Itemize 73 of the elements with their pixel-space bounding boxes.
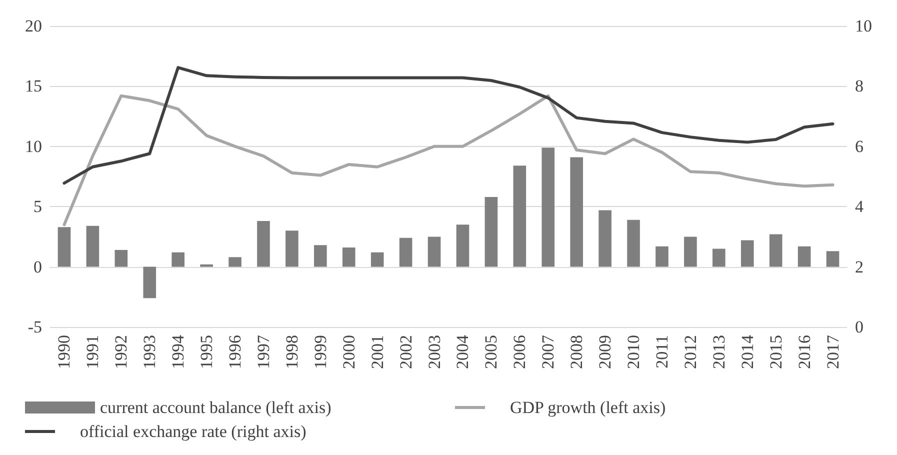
bar	[542, 148, 555, 267]
x-tick-label: 2007	[538, 334, 558, 369]
bar	[58, 227, 71, 267]
bar	[114, 250, 128, 267]
line-series	[62, 66, 834, 185]
bar	[456, 224, 470, 267]
x-tick-label: 2003	[424, 335, 444, 369]
x-tick-label: 1994	[168, 334, 188, 369]
bar	[826, 251, 840, 267]
x-tick-label: 1995	[197, 335, 216, 369]
x-tick-label: 2012	[680, 335, 700, 369]
x-tick-label: 1993	[140, 335, 160, 369]
x-tick-label: 1996	[226, 335, 245, 369]
bar	[769, 234, 782, 267]
legend-label: official exchange rate (right axis)	[80, 422, 306, 441]
bar	[712, 248, 726, 267]
x-tick-label: 2017	[823, 334, 842, 369]
bar	[286, 230, 298, 267]
x-tick-label: 2011	[652, 335, 672, 368]
x-tick-label: 2006	[510, 335, 530, 369]
y2-tick-label: 4	[855, 197, 864, 216]
bar	[314, 245, 327, 267]
bar	[143, 266, 156, 298]
y2-tick-label: 2	[855, 257, 864, 276]
bar	[798, 246, 811, 267]
x-tick-label: 2009	[596, 335, 615, 369]
x-tick-label: 1990	[54, 335, 74, 369]
bar	[484, 196, 498, 267]
bar	[342, 248, 356, 267]
bar	[257, 221, 270, 267]
x-tick-label: 2005	[482, 335, 501, 369]
line-series	[62, 94, 834, 226]
bar	[172, 252, 184, 267]
x-tick-label: 2000	[339, 335, 358, 369]
bar	[570, 157, 583, 267]
x-tick-label: 2010	[624, 335, 644, 369]
bar	[684, 236, 697, 267]
x-tick-label: 2014	[738, 334, 757, 369]
bar	[370, 252, 384, 267]
x-tick-label: 2001	[368, 335, 387, 369]
bar	[200, 264, 213, 267]
x-tick-label: 2008	[567, 335, 586, 369]
x-tick-label: 2016	[794, 335, 814, 369]
y-tick-label: 5	[34, 197, 42, 216]
y2-tick-label: 0	[855, 318, 864, 336]
bar	[399, 238, 412, 267]
y-tick-label: 20	[25, 16, 42, 36]
x-tick-label: 1998	[282, 335, 302, 369]
x-tick-label: 1997	[254, 334, 273, 369]
x-tick-label: 2004	[453, 334, 472, 369]
x-tick-label: 1999	[310, 335, 330, 369]
x-tick-label: 1992	[112, 335, 131, 369]
bar	[428, 236, 441, 267]
y-tick-label: -5	[28, 318, 42, 336]
bar	[627, 220, 640, 267]
bar	[598, 210, 612, 267]
y2-tick-label: 10	[855, 16, 872, 36]
x-tick-label: 1991	[83, 335, 102, 369]
bar	[513, 166, 526, 267]
bar	[228, 257, 242, 267]
bar	[740, 240, 754, 267]
y2-tick-label: 6	[855, 136, 864, 156]
x-tick-label: 2002	[396, 335, 416, 369]
x-tick-label: 2015	[766, 335, 786, 369]
y2-tick-label: 8	[855, 76, 864, 96]
bar	[86, 226, 100, 267]
legend-label: current account balance (left axis)	[100, 398, 332, 417]
legend-label: GDP growth (left axis)	[510, 398, 666, 417]
y-tick-label: 10	[25, 136, 42, 156]
y-tick-label: 0	[34, 257, 42, 276]
bar	[656, 246, 668, 267]
y-tick-label: 15	[25, 76, 42, 96]
x-tick-label: 2013	[709, 335, 728, 369]
